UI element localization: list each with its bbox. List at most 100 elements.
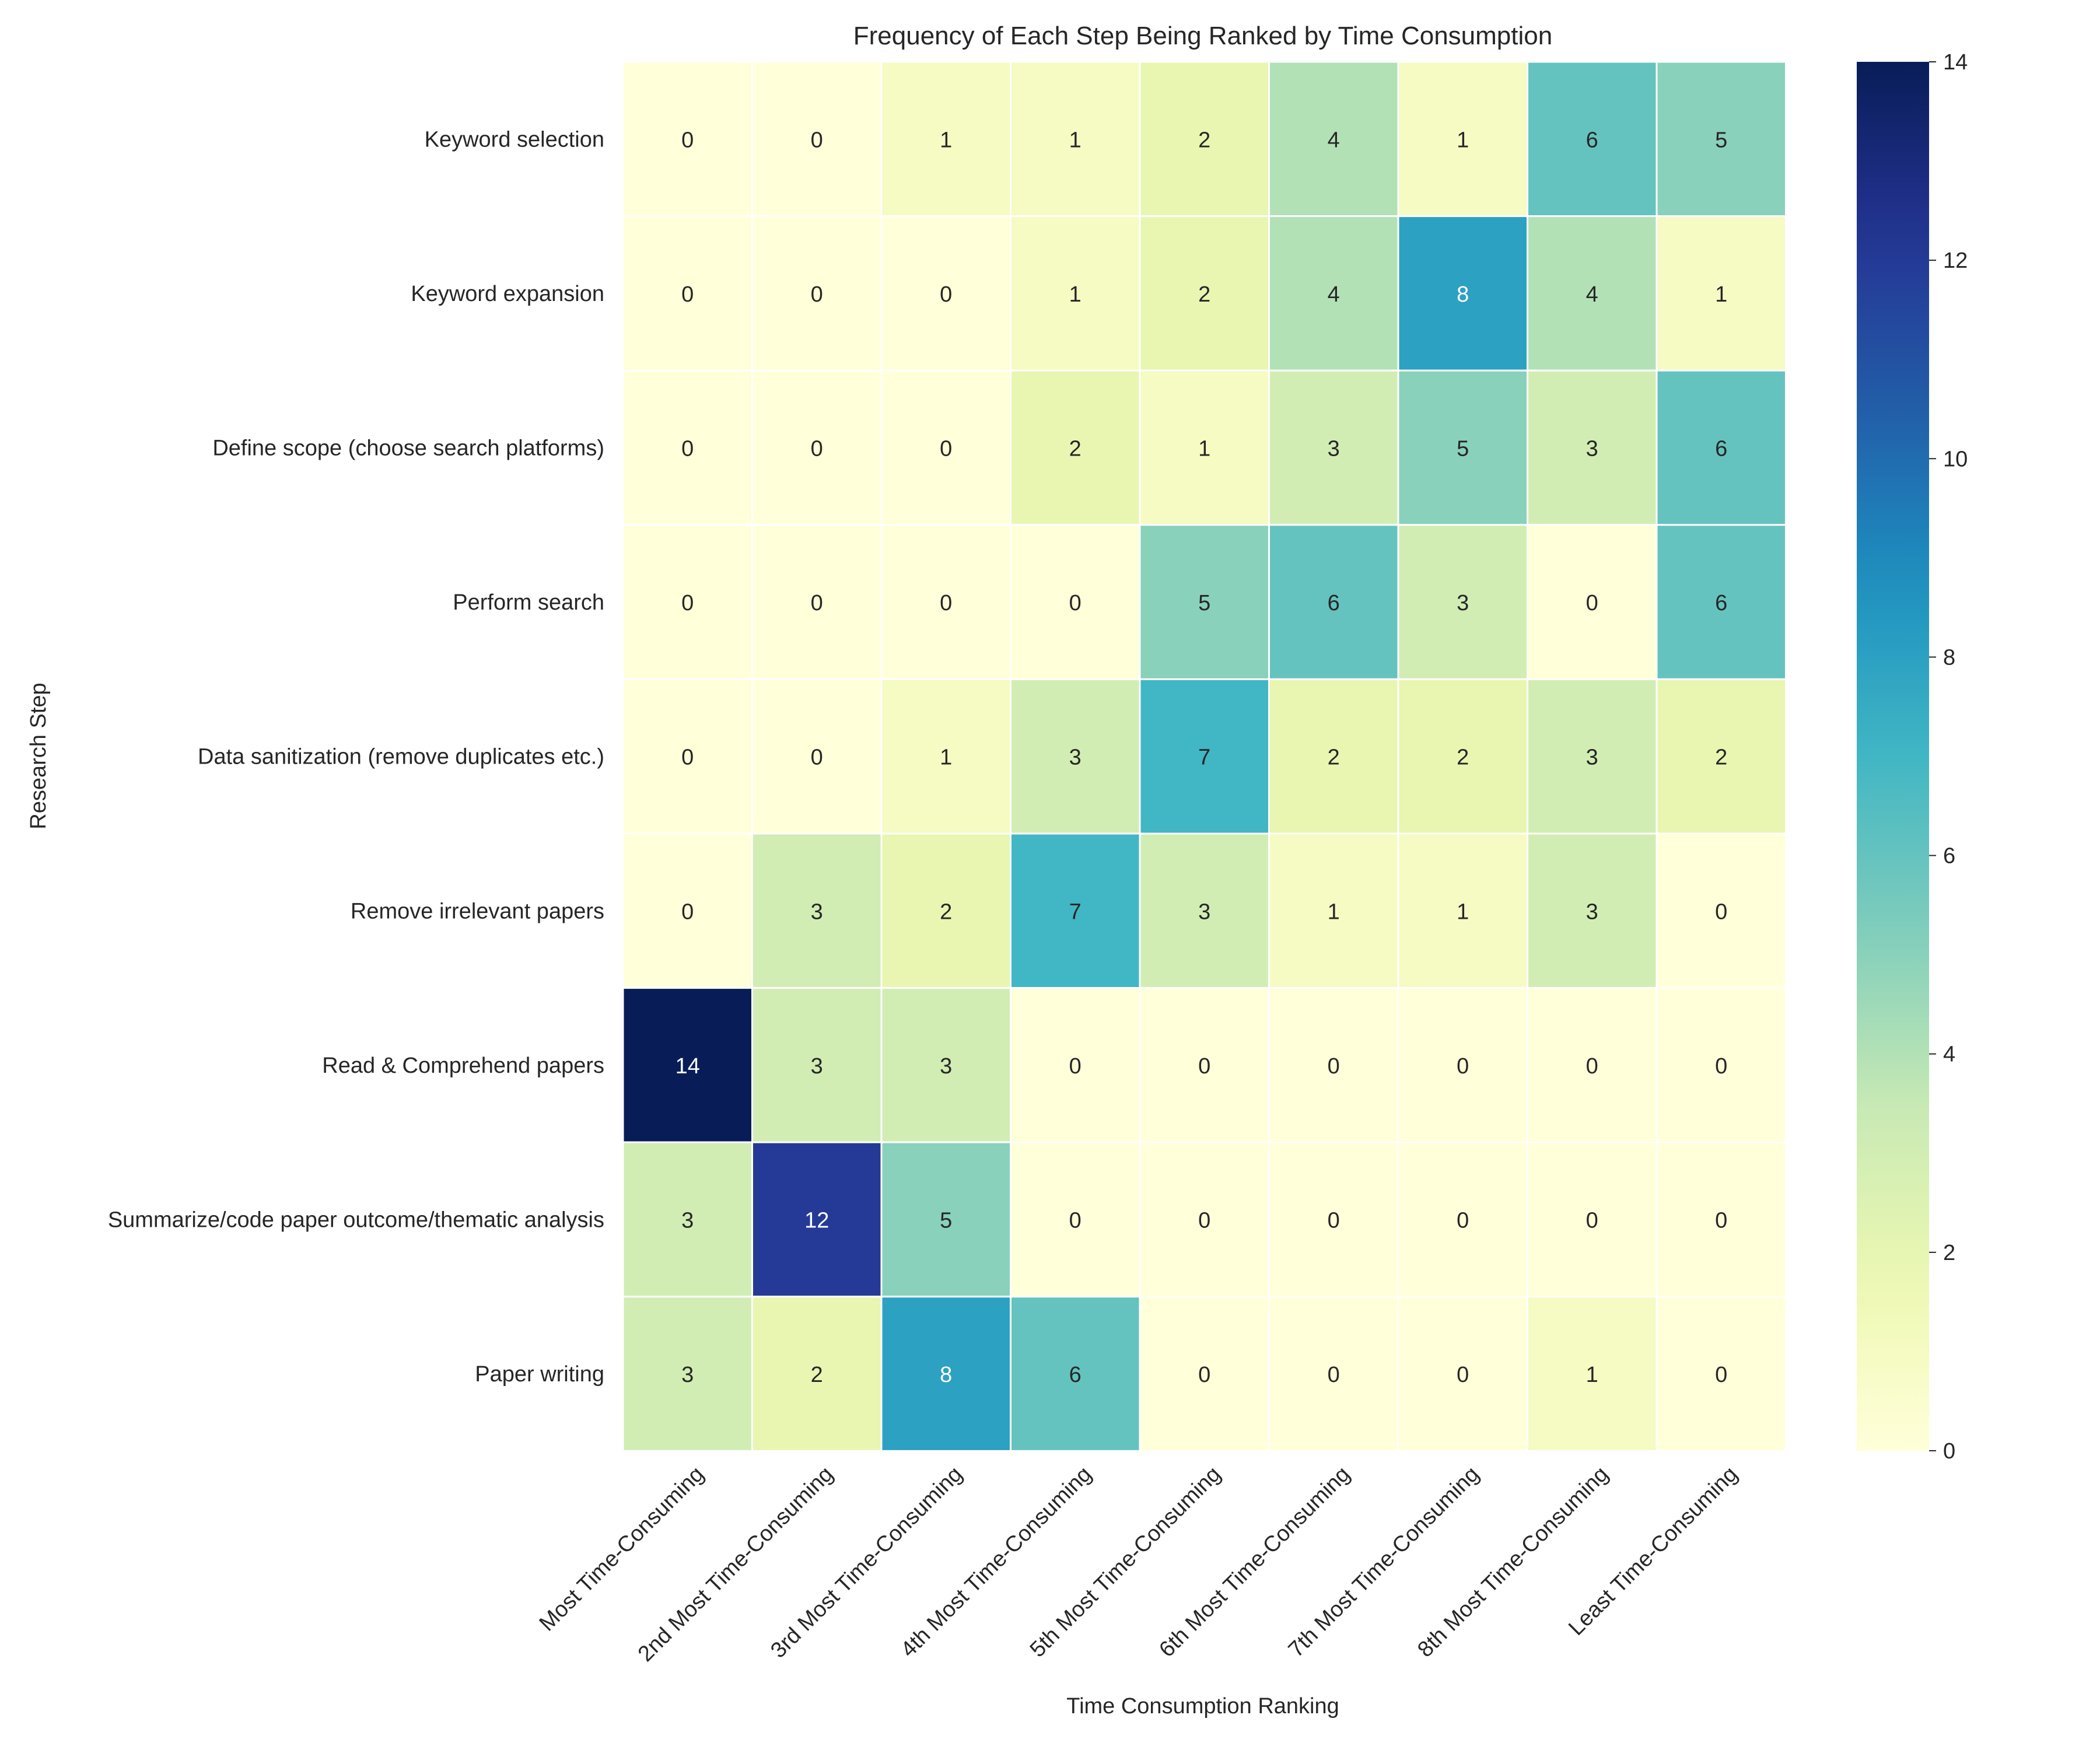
cell-value-label: 0 bbox=[1457, 1054, 1469, 1079]
heatmap-cell bbox=[622, 1296, 753, 1452]
heatmap-cell bbox=[751, 1296, 883, 1452]
heatmap-cell bbox=[880, 215, 1012, 372]
cell-value-label: 3 bbox=[1586, 746, 1598, 770]
heatmap-cell bbox=[622, 1141, 753, 1298]
row-label: Data sanitization (remove duplicates etc… bbox=[198, 745, 604, 769]
heatmap-cell bbox=[622, 987, 753, 1143]
row-label: Keyword expansion bbox=[411, 282, 604, 306]
cell-value-label: 3 bbox=[1198, 900, 1210, 924]
cell-value-label: 2 bbox=[1457, 746, 1469, 770]
heatmap-cell bbox=[1139, 215, 1270, 372]
heatmap-cell bbox=[1139, 1141, 1270, 1298]
heatmap-cell bbox=[1010, 215, 1141, 372]
row-label: Summarize/code paper outcome/thematic an… bbox=[108, 1208, 604, 1233]
heatmap-cell bbox=[1010, 1141, 1141, 1298]
y-axis-label: Research Step bbox=[26, 682, 51, 829]
cell-value-label: 0 bbox=[940, 282, 952, 307]
cell-value-label: 3 bbox=[1457, 591, 1469, 615]
row-label: Perform search bbox=[453, 590, 604, 615]
row-label: Define scope (choose search platforms) bbox=[212, 436, 604, 461]
heatmap-cell bbox=[880, 832, 1012, 989]
cell-value-label: 2 bbox=[1198, 128, 1210, 152]
cell-value-label: 0 bbox=[811, 128, 823, 152]
heatmap-cell bbox=[1527, 61, 1658, 218]
cell-value-label: 0 bbox=[1715, 900, 1727, 924]
cell-value-label: 4 bbox=[1328, 128, 1340, 152]
heatmap-cell bbox=[1268, 678, 1399, 835]
heatmap-cell bbox=[1656, 369, 1787, 526]
cell-value-label: 0 bbox=[1069, 1209, 1082, 1233]
heatmap-cell bbox=[1010, 61, 1141, 218]
chart-title: Frequency of Each Step Being Ranked by T… bbox=[853, 22, 1552, 50]
heatmap-cell bbox=[880, 1296, 1012, 1452]
colorbar-gradient bbox=[1857, 62, 1929, 1451]
cell-value-label: 0 bbox=[1715, 1054, 1727, 1079]
colorbar-tick-label: 4 bbox=[1943, 1042, 1955, 1067]
cell-value-label: 1 bbox=[1457, 900, 1469, 924]
cell-value-label: 2 bbox=[1069, 437, 1082, 461]
heatmap-cell bbox=[1139, 61, 1270, 218]
heatmap-cell bbox=[751, 61, 883, 218]
cell-value-label: 0 bbox=[1328, 1054, 1340, 1079]
cell-value-label: 5 bbox=[1457, 437, 1469, 461]
heatmap-cell bbox=[1139, 987, 1270, 1143]
heatmap-cell bbox=[1268, 1141, 1399, 1298]
cell-value-label: 1 bbox=[1198, 437, 1210, 461]
heatmap-cell bbox=[1010, 678, 1141, 835]
row-label: Read & Comprehend papers bbox=[322, 1054, 604, 1078]
cell-value-label: 1 bbox=[1715, 282, 1727, 307]
cell-value-label: 3 bbox=[681, 1363, 694, 1387]
heatmap-cell bbox=[1397, 369, 1528, 526]
cell-value-label: 0 bbox=[811, 437, 823, 461]
cell-value-label: 2 bbox=[1715, 746, 1727, 770]
cell-value-label: 2 bbox=[1198, 282, 1210, 307]
colorbar-tick-label: 10 bbox=[1943, 447, 1968, 471]
heatmap-cell bbox=[1397, 1141, 1528, 1298]
cell-value-label: 5 bbox=[1715, 128, 1727, 152]
cell-value-label: 0 bbox=[1715, 1363, 1727, 1387]
heatmap-cell bbox=[880, 369, 1012, 526]
colorbar-tick-label: 14 bbox=[1943, 50, 1968, 75]
cell-value-label: 0 bbox=[811, 591, 823, 615]
heatmap-cell bbox=[751, 678, 883, 835]
heatmap-cell bbox=[622, 678, 753, 835]
heatmap-cell bbox=[1268, 61, 1399, 218]
colorbar-tick-label: 2 bbox=[1943, 1241, 1955, 1265]
cell-value-label: 1 bbox=[1457, 128, 1469, 152]
cell-value-label: 4 bbox=[1586, 282, 1598, 307]
heatmap-grid: 0 0 1 1 2 4 1 6 50 0 0 1 2 4 8 4 10 0 0 2 1 3 5 3 60 0 0 0 5 6 3 0 60 0 1 3… bbox=[622, 61, 1787, 1452]
cell-value-label: 5 bbox=[1198, 591, 1210, 615]
cell-value-label: 0 bbox=[940, 437, 952, 461]
cell-value-label: 1 bbox=[1069, 282, 1082, 307]
heatmap-cell bbox=[751, 832, 883, 989]
cell-value-label: 3 bbox=[940, 1054, 952, 1079]
colorbar: 0 2 4 6 8 10 12 14 bbox=[1857, 50, 1968, 1464]
heatmap-cell bbox=[1527, 524, 1658, 680]
heatmap-cell bbox=[1010, 1296, 1141, 1452]
heatmap-cell bbox=[880, 1141, 1012, 1298]
cell-value-label: 1 bbox=[940, 128, 952, 152]
colorbar-tick-label: 6 bbox=[1943, 844, 1955, 869]
heatmap-cell bbox=[1139, 1296, 1270, 1452]
heatmap-cell bbox=[1397, 1296, 1528, 1452]
cell-value-label: 3 bbox=[681, 1209, 694, 1233]
heatmap-cell bbox=[1656, 215, 1787, 372]
row-labels: Keyword selection Keyword expansion Define… bbox=[108, 127, 604, 1387]
cell-value-label: 2 bbox=[1328, 746, 1340, 770]
cell-value-label: 0 bbox=[1069, 1054, 1082, 1079]
heatmap-cell bbox=[880, 678, 1012, 835]
cell-value-label: 0 bbox=[681, 591, 694, 615]
cell-value-label: 4 bbox=[1328, 282, 1340, 307]
cell-value-label: 6 bbox=[1715, 591, 1727, 615]
heatmap-cell bbox=[1656, 1141, 1787, 1298]
cell-value-label: 8 bbox=[1457, 282, 1469, 307]
heatmap-cell bbox=[1527, 832, 1658, 989]
cell-value-label: 0 bbox=[1457, 1209, 1469, 1233]
heatmap-cell bbox=[1139, 832, 1270, 989]
heatmap-cell bbox=[880, 61, 1012, 218]
cell-value-label: 0 bbox=[681, 437, 694, 461]
cell-value-label: 2 bbox=[940, 900, 952, 924]
cell-value-label: 0 bbox=[1198, 1054, 1210, 1079]
